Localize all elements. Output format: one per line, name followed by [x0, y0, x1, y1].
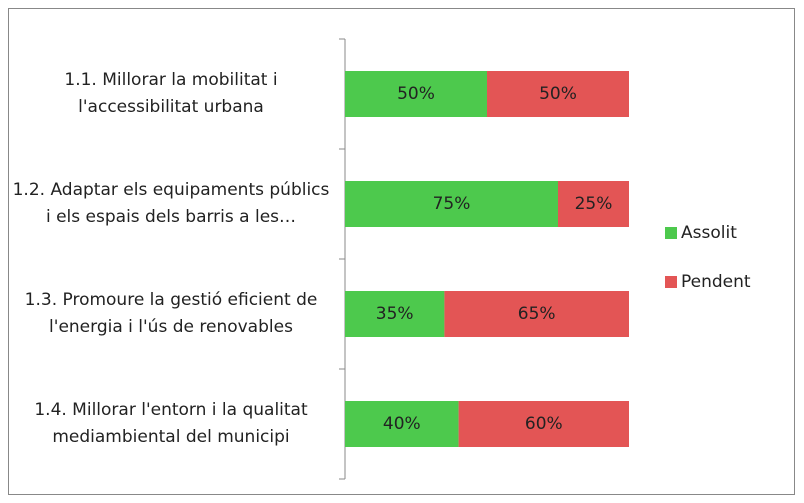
data-label: 60%	[525, 414, 563, 434]
data-label: 35%	[376, 304, 414, 324]
bar-segment	[444, 291, 629, 337]
data-label: 65%	[518, 304, 556, 324]
bar-segment	[345, 291, 445, 337]
legend-label: Assolit	[681, 223, 737, 243]
category-label: 1.1. Millorar la mobilitat i l'accessibi…	[64, 70, 278, 117]
data-label: 75%	[433, 194, 471, 214]
category-label: 1.4. Millorar l'entorn i la qualitat med…	[34, 400, 308, 447]
data-label: 40%	[383, 414, 421, 434]
bar-segment	[458, 401, 629, 447]
legend-swatch	[665, 227, 677, 239]
bar-segment	[345, 401, 459, 447]
legend-swatch	[665, 276, 677, 288]
category-label: 1.2. Adaptar els equipaments públics i e…	[12, 180, 330, 227]
data-label: 50%	[539, 84, 577, 104]
bar-segment	[345, 181, 558, 227]
data-label: 25%	[575, 194, 613, 214]
bar-segment	[558, 181, 629, 227]
legend-label: Pendent	[681, 272, 751, 292]
category-label: 1.3. Promoure la gestió eficient de l'en…	[24, 290, 318, 337]
data-label: 50%	[397, 84, 435, 104]
bar-segment	[345, 71, 487, 117]
bar-segment	[487, 71, 629, 117]
